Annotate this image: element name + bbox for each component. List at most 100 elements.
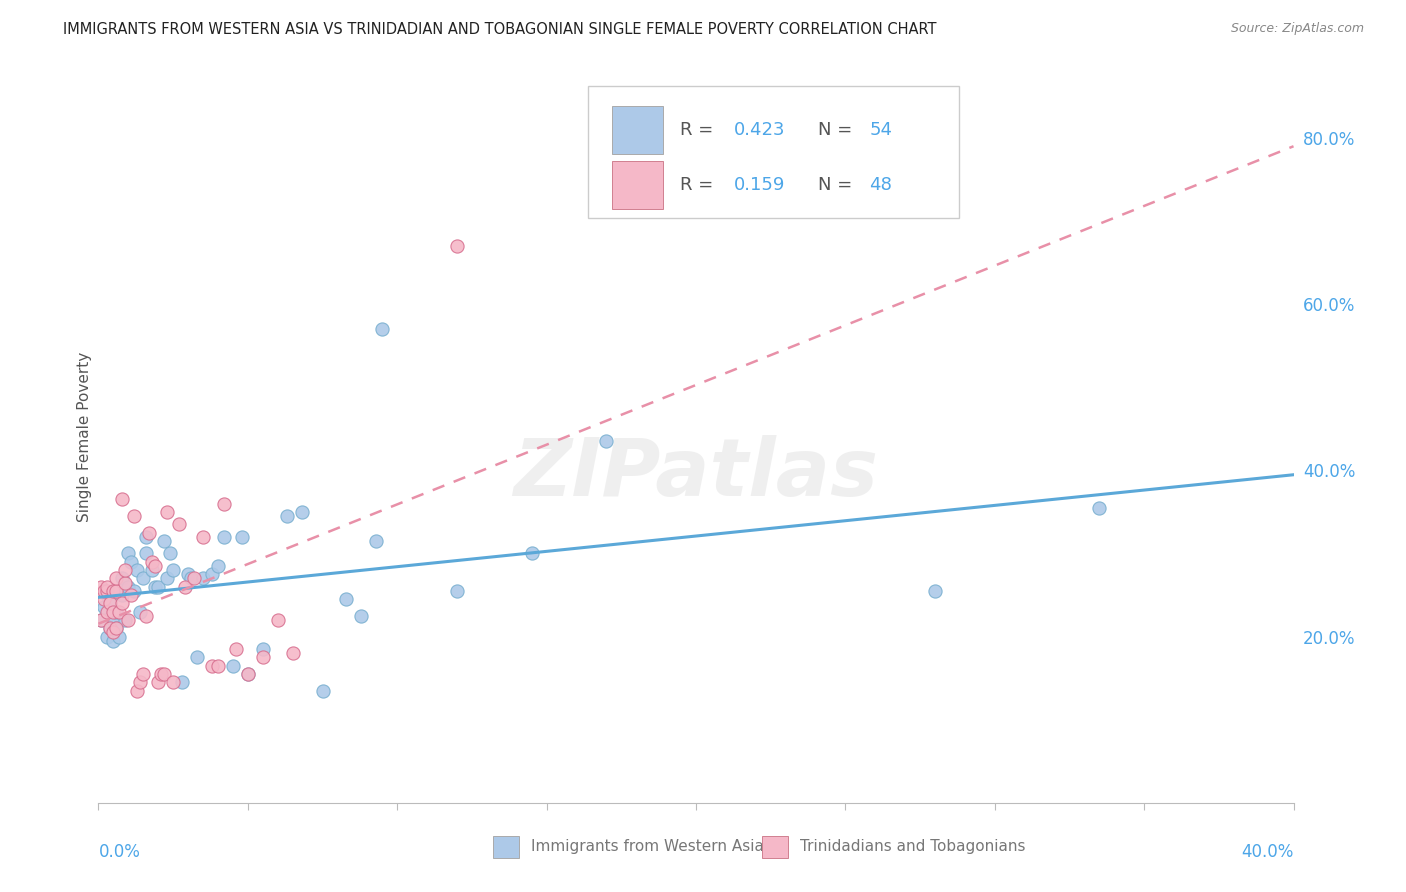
Bar	[613, 161, 662, 209]
Text: Immigrants from Western Asia: Immigrants from Western Asia	[531, 839, 763, 855]
Bar	[494, 836, 519, 858]
Point	[114, 575, 136, 590]
Point	[446, 583, 468, 598]
Point	[207, 658, 229, 673]
Point	[111, 596, 134, 610]
Point	[371, 322, 394, 336]
Text: 0.423: 0.423	[734, 121, 786, 139]
Bar	[762, 836, 787, 858]
Point	[180, 571, 202, 585]
Point	[183, 571, 205, 585]
Point	[156, 505, 179, 519]
Text: Source: ZipAtlas.com: Source: ZipAtlas.com	[1230, 22, 1364, 36]
Text: 48: 48	[869, 176, 893, 194]
Point	[267, 613, 290, 627]
Point	[105, 621, 128, 635]
Point	[162, 675, 184, 690]
Point	[127, 563, 149, 577]
Point	[201, 567, 224, 582]
Point	[156, 571, 179, 585]
Point	[141, 563, 163, 577]
Point	[207, 558, 229, 573]
Text: 0.0%: 0.0%	[98, 843, 141, 861]
Point	[90, 613, 112, 627]
Point	[311, 683, 333, 698]
Point	[117, 580, 139, 594]
Point	[222, 658, 245, 673]
Point	[98, 621, 122, 635]
Point	[212, 530, 235, 544]
Point	[172, 675, 194, 690]
Point	[103, 605, 125, 619]
Point	[143, 580, 166, 594]
Point	[135, 608, 157, 623]
Point	[129, 605, 152, 619]
Point	[252, 650, 274, 665]
Point	[124, 583, 146, 598]
Point	[366, 533, 388, 548]
Point	[105, 621, 128, 635]
Point	[191, 571, 214, 585]
Text: N =: N =	[818, 176, 858, 194]
Text: R =: R =	[681, 121, 720, 139]
Point	[1088, 500, 1111, 515]
Text: N =: N =	[818, 121, 858, 139]
Point	[98, 621, 122, 635]
Point	[177, 567, 200, 582]
Point	[127, 683, 149, 698]
Point	[135, 546, 157, 560]
Point	[93, 600, 115, 615]
Y-axis label: Single Female Poverty: Single Female Poverty	[77, 352, 91, 522]
Text: 54: 54	[869, 121, 893, 139]
Point	[120, 588, 142, 602]
Point	[162, 563, 184, 577]
Point	[103, 633, 125, 648]
Point	[96, 583, 118, 598]
Point	[114, 613, 136, 627]
Point	[191, 530, 214, 544]
Point	[120, 555, 142, 569]
Point	[236, 667, 259, 681]
Point	[132, 667, 155, 681]
Point	[132, 571, 155, 585]
Point	[103, 613, 125, 627]
Bar	[613, 106, 662, 153]
Point	[252, 642, 274, 657]
Point	[117, 546, 139, 560]
Point	[225, 642, 247, 657]
Point	[103, 625, 125, 640]
Point	[174, 580, 197, 594]
Point	[148, 675, 170, 690]
Point	[114, 563, 136, 577]
Point	[90, 613, 112, 627]
Point	[212, 497, 235, 511]
Point	[117, 613, 139, 627]
Point	[105, 571, 128, 585]
Point	[595, 434, 617, 449]
Text: Trinidadians and Tobagonians: Trinidadians and Tobagonians	[800, 839, 1025, 855]
Point	[520, 546, 543, 560]
Point	[105, 583, 128, 598]
Text: IMMIGRANTS FROM WESTERN ASIA VS TRINIDADIAN AND TOBAGONIAN SINGLE FEMALE POVERTY: IMMIGRANTS FROM WESTERN ASIA VS TRINIDAD…	[63, 22, 936, 37]
Point	[98, 596, 122, 610]
Point	[96, 605, 118, 619]
Point	[153, 667, 176, 681]
Point	[105, 605, 128, 619]
Point	[93, 592, 115, 607]
Point	[281, 646, 304, 660]
Point	[143, 558, 166, 573]
Point	[167, 517, 190, 532]
Point	[111, 492, 134, 507]
Point	[96, 580, 118, 594]
Point	[159, 546, 181, 560]
Point	[90, 580, 112, 594]
Point	[276, 509, 298, 524]
Point	[108, 630, 131, 644]
Point	[291, 505, 314, 519]
Point	[350, 608, 373, 623]
Point	[236, 667, 259, 681]
Point	[153, 533, 176, 548]
Point	[231, 530, 253, 544]
Point	[96, 588, 118, 602]
Point	[124, 509, 146, 524]
